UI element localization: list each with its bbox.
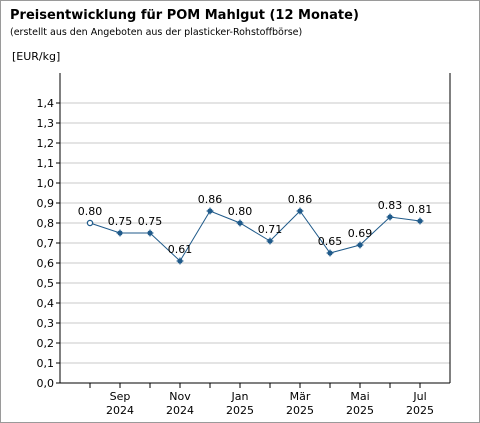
y-tick-label: 0,3 — [37, 317, 55, 330]
data-label: 0.71 — [258, 223, 283, 236]
y-tick-label: 1,4 — [37, 97, 55, 110]
data-label: 0.80 — [78, 205, 103, 218]
data-label: 0.75 — [138, 215, 163, 228]
x-tick-label-month: Mai — [350, 390, 369, 403]
data-label: 0.83 — [378, 199, 403, 212]
data-label: 0.86 — [198, 193, 223, 206]
x-tick-label-year: 2025 — [286, 404, 314, 417]
price-series — [86, 207, 424, 265]
data-point — [236, 219, 244, 227]
y-tick-label: 0,5 — [37, 277, 55, 290]
y-tick-label: 0,4 — [37, 297, 55, 310]
x-tick-label-month: Sep — [110, 390, 131, 403]
y-tick-label: 0,9 — [37, 197, 55, 210]
y-tick-label: 0,8 — [37, 217, 55, 230]
x-tick-label-year: 2024 — [166, 404, 194, 417]
data-label: 0.80 — [228, 205, 253, 218]
y-tick-label: 0,2 — [37, 337, 55, 350]
series-line — [89, 210, 421, 262]
data-labels: 0.80 0.75 0.75 0.61 0.86 0.80 0.71 0.86 0.65 0.69… — [78, 193, 433, 256]
data-point — [266, 237, 274, 245]
data-point — [386, 213, 394, 221]
x-tick-label-month: Mär — [290, 390, 311, 403]
axes — [59, 73, 451, 384]
y-tick-label: 1,1 — [37, 157, 55, 170]
y-tick-label: 0,6 — [37, 257, 55, 270]
y-tick-label: 0,0 — [37, 377, 55, 390]
data-point — [356, 241, 364, 249]
y-tick-label: 1,3 — [37, 117, 55, 130]
grid-lines — [60, 102, 450, 364]
chart-title: Preisentwicklung für POM Mahlgut (12 Mon… — [10, 8, 359, 23]
chart-subtitle: (erstellt aus den Angeboten aus der plas… — [10, 27, 303, 38]
y-tick-label: 1,2 — [37, 137, 55, 150]
y-tick-label: 0,7 — [37, 237, 55, 250]
x-tick-label-year: 2024 — [106, 404, 134, 417]
data-point — [86, 219, 94, 227]
data-point — [296, 207, 304, 215]
data-label: 0.61 — [168, 243, 193, 256]
data-point — [176, 257, 184, 265]
x-tick-label-month: Jan — [231, 390, 249, 403]
x-tick-label-month: Jul — [412, 390, 426, 403]
data-label: 0.69 — [348, 227, 373, 240]
x-tick-label-year: 2025 — [406, 404, 434, 417]
data-point — [116, 229, 124, 237]
data-label: 0.81 — [408, 203, 433, 216]
data-point — [206, 207, 214, 215]
data-point — [416, 217, 424, 225]
y-axis-ticks: 0,0 0,1 0,2 0,3 0,4 0,5 0,6 0,7 0,8 0,9 1,0 1,1 1,2 1… — [37, 97, 60, 390]
y-tick-label: 1,0 — [37, 177, 55, 190]
data-point — [326, 249, 334, 257]
data-label: 0.75 — [108, 215, 133, 228]
x-tick-label-year: 2025 — [346, 404, 374, 417]
x-tick-label-month: Nov — [169, 390, 191, 403]
y-tick-label: 0,1 — [37, 357, 55, 370]
x-tick-label-year: 2025 — [226, 404, 254, 417]
data-label: 0.86 — [288, 193, 313, 206]
x-axis-ticks: Sep2024Nov2024Jan2025Mär2025Mai2025Jul20… — [89, 383, 434, 417]
y-axis-label: [EUR/kg] — [12, 50, 60, 63]
data-label: 0.65 — [318, 235, 343, 248]
data-point — [146, 229, 154, 237]
